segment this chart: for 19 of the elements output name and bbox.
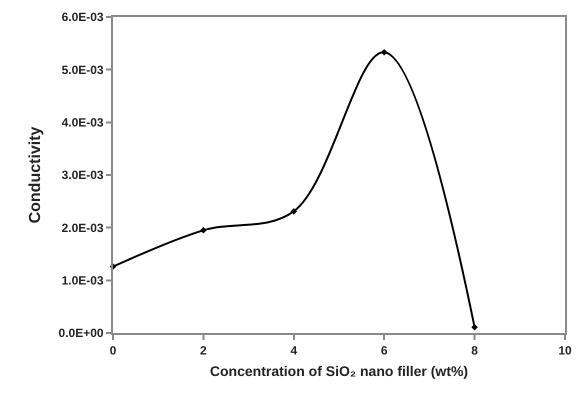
x-tick-label: 10 <box>558 343 572 358</box>
x-tick-label: 2 <box>200 343 208 358</box>
point <box>380 49 388 56</box>
point <box>290 208 298 215</box>
x-axis-title: Concentration of SiO₂ nano filler (wt%) <box>210 363 468 380</box>
x-tick-label: 8 <box>471 343 478 358</box>
y-tick-label: 5.0E-03 <box>62 62 104 77</box>
y-tick-label: 1.0E-03 <box>62 274 104 288</box>
y-axis-title: Conductivity <box>26 126 44 224</box>
point <box>200 227 207 234</box>
y-tick-label: 4.0E-03 <box>62 116 104 130</box>
y-tick-label: 2.0E-03 <box>62 220 104 235</box>
x-tick-label: 4 <box>290 343 298 358</box>
y-tick-label: 0.0E+00 <box>58 326 104 340</box>
y-tick-label: 6.0E-03 <box>62 10 104 24</box>
point <box>471 324 478 330</box>
y-tick-label: 3.0E-03 <box>62 168 104 182</box>
x-tick-label: 6 <box>380 343 388 358</box>
x-tick-label: 0 <box>110 343 117 358</box>
